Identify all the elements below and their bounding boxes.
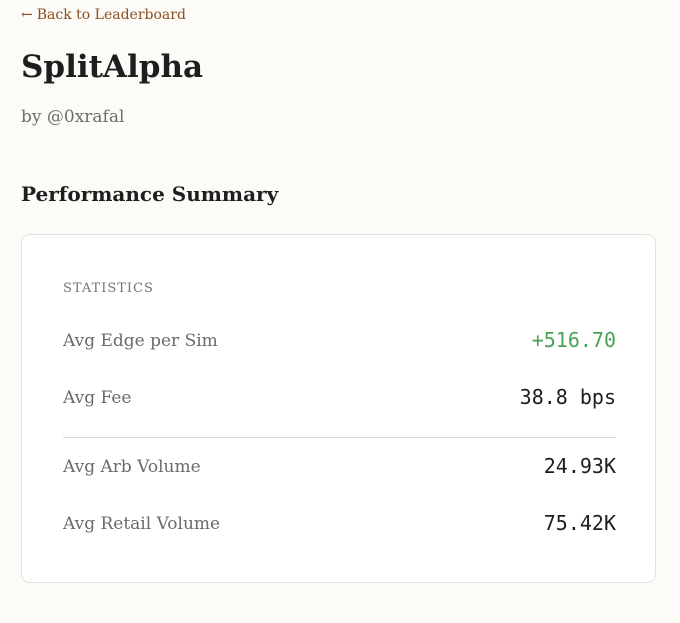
back-link-label: Back to Leaderboard <box>36 7 186 23</box>
stat-label: Avg Edge per Sim <box>63 331 218 351</box>
stat-value: +516.70 <box>531 328 616 352</box>
stat-label: Avg Retail Volume <box>63 514 221 534</box>
stat-row-avg-edge: Avg Edge per Sim +516.70 <box>63 328 616 357</box>
stat-row-avg-fee: Avg Fee 38.8 bps <box>63 385 616 414</box>
author-byline: by @0xrafal <box>21 107 125 127</box>
stats-divider <box>63 437 616 438</box>
stat-value: 75.42K <box>543 511 616 535</box>
arrow-left-icon: ← <box>21 7 33 23</box>
section-heading: Performance Summary <box>21 182 279 206</box>
page-title: SplitAlpha <box>21 49 204 85</box>
performance-summary-card: STATISTICS Avg Edge per Sim +516.70 Avg … <box>21 234 656 583</box>
stat-row-avg-arb-volume: Avg Arb Volume 24.93K <box>63 454 616 483</box>
stat-label: Avg Fee <box>63 388 132 408</box>
stat-row-avg-retail-volume: Avg Retail Volume 75.42K <box>63 511 616 540</box>
stat-value: 38.8 bps <box>519 385 616 409</box>
statistics-label: STATISTICS <box>63 281 154 296</box>
stat-label: Avg Arb Volume <box>63 457 201 477</box>
back-to-leaderboard-link[interactable]: ← Back to Leaderboard <box>21 7 186 23</box>
stat-value: 24.93K <box>543 454 616 478</box>
